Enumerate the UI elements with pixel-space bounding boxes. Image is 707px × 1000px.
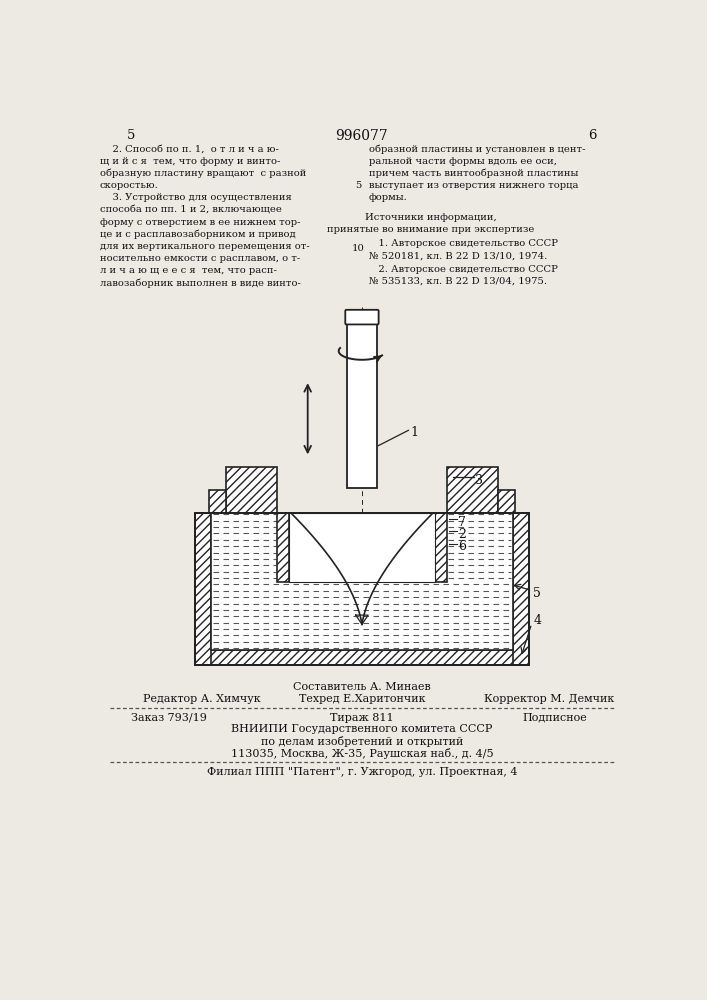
Bar <box>226 466 276 513</box>
Text: 1. Авторское свидетельство СССР: 1. Авторское свидетельство СССР <box>369 239 558 248</box>
Bar <box>195 650 529 665</box>
Text: форму с отверстием в ее нижнем тор-: форму с отверстием в ее нижнем тор- <box>100 218 300 227</box>
Text: 996077: 996077 <box>336 129 388 143</box>
Text: скоростью.: скоростью. <box>100 181 159 190</box>
Text: образной пластины и установлен в цент-: образной пластины и установлен в цент- <box>369 145 585 154</box>
Text: Составитель А. Минаев: Составитель А. Минаев <box>293 682 431 692</box>
Text: Заказ 793/19: Заказ 793/19 <box>131 713 207 723</box>
Text: Корректор М. Демчик: Корректор М. Демчик <box>484 694 614 704</box>
Text: выступает из отверстия нижнего торца: выступает из отверстия нижнего торца <box>369 181 578 190</box>
Text: щ и й с я  тем, что форму и винто-: щ и й с я тем, что форму и винто- <box>100 157 281 166</box>
Bar <box>211 513 513 650</box>
Text: Подписное: Подписное <box>522 713 587 723</box>
Text: 10: 10 <box>351 244 365 253</box>
Bar <box>289 513 435 582</box>
Bar <box>276 513 289 582</box>
Text: формы.: формы. <box>369 193 408 202</box>
Text: 3: 3 <box>475 474 483 487</box>
Text: образную пластину вращают  с разной: образную пластину вращают с разной <box>100 169 306 178</box>
Text: 2. Способ по п. 1,  о т л и ч а ю-: 2. Способ по п. 1, о т л и ч а ю- <box>100 145 279 154</box>
Text: 2. Авторское свидетельство СССР: 2. Авторское свидетельство СССР <box>369 265 558 274</box>
Text: ральной части формы вдоль ее оси,: ральной части формы вдоль ее оси, <box>369 157 557 166</box>
Text: 3. Устройство для осуществления: 3. Устройство для осуществления <box>100 193 292 202</box>
Text: 1: 1 <box>410 426 418 439</box>
Text: 113035, Москва, Ж-35, Раушская наб., д. 4/5: 113035, Москва, Ж-35, Раушская наб., д. … <box>230 748 493 759</box>
Text: 6: 6 <box>588 129 597 142</box>
Text: носительно емкости с расплавом, о т-: носительно емкости с расплавом, о т- <box>100 254 300 263</box>
Text: 5: 5 <box>127 129 135 142</box>
Text: № 520181, кл. В 22 D 13/10, 1974.: № 520181, кл. В 22 D 13/10, 1974. <box>369 251 547 260</box>
Text: причем часть винтообразной пластины: причем часть винтообразной пластины <box>369 169 578 178</box>
Text: ВНИИПИ Государственного комитета СССР: ВНИИПИ Государственного комитета СССР <box>231 724 493 734</box>
Text: 6: 6 <box>458 540 466 553</box>
Text: для их вертикального перемещения от-: для их вертикального перемещения от- <box>100 242 310 251</box>
Bar <box>347 323 377 488</box>
Text: це и с расплавозаборником и привод: це и с расплавозаборником и привод <box>100 230 296 239</box>
Bar <box>448 466 498 513</box>
Bar <box>195 513 211 665</box>
Text: Источники информации,: Источники информации, <box>365 213 497 222</box>
Bar <box>498 490 515 513</box>
Text: принятые во внимание при экспертизе: принятые во внимание при экспертизе <box>327 225 534 234</box>
Bar <box>513 513 529 665</box>
Text: л и ч а ю щ е е с я  тем, что расп-: л и ч а ю щ е е с я тем, что расп- <box>100 266 277 275</box>
Text: Филиал ППП "Патент", г. Ужгород, ул. Проектная, 4: Филиал ППП "Патент", г. Ужгород, ул. Про… <box>206 767 518 777</box>
Text: 7: 7 <box>458 516 466 529</box>
Text: Тираж 811: Тираж 811 <box>330 713 394 723</box>
Text: 4: 4 <box>533 614 542 627</box>
Text: 5: 5 <box>533 587 541 600</box>
FancyBboxPatch shape <box>345 310 379 324</box>
Text: лавозаборник выполнен в виде винто-: лавозаборник выполнен в виде винто- <box>100 278 301 288</box>
Text: Техред Е.Харитончик: Техред Е.Харитончик <box>298 694 425 704</box>
Text: 5: 5 <box>355 181 361 190</box>
Text: Редактор А. Химчук: Редактор А. Химчук <box>143 694 260 704</box>
Text: по делам изобретений и открытий: по делам изобретений и открытий <box>261 736 463 747</box>
Text: 2: 2 <box>458 528 466 541</box>
Bar <box>209 490 226 513</box>
Bar <box>435 513 448 582</box>
Bar <box>195 513 529 665</box>
Text: способа по пп. 1 и 2, включающее: способа по пп. 1 и 2, включающее <box>100 205 282 214</box>
Text: № 535133, кл. В 22 D 13/04, 1975.: № 535133, кл. В 22 D 13/04, 1975. <box>369 277 547 286</box>
